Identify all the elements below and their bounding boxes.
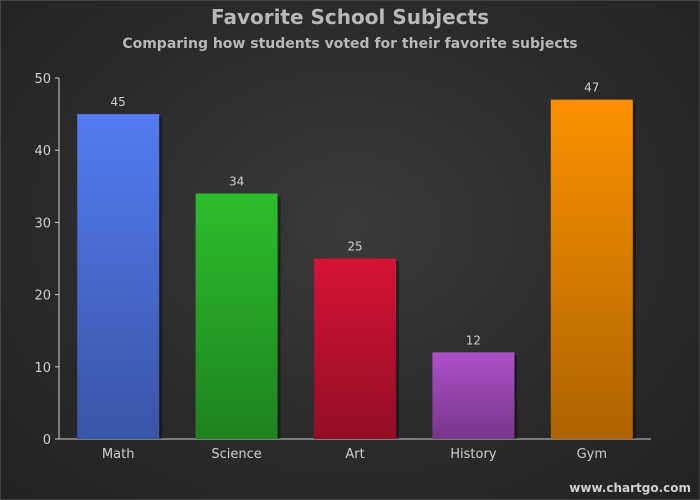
data-label: 45 <box>111 95 126 109</box>
data-label: 47 <box>584 81 599 95</box>
x-tick-label: Art <box>345 447 364 462</box>
bar-math <box>77 114 160 439</box>
chart-subtitle: Comparing how students voted for their f… <box>122 36 578 52</box>
x-tick-label: History <box>450 447 497 462</box>
bar-art <box>314 258 396 439</box>
data-label: 25 <box>347 240 362 254</box>
bar-gym <box>550 99 633 439</box>
x-tick-label: Gym <box>577 447 607 462</box>
x-tick-label: Science <box>211 447 261 462</box>
chart-title: Favorite School Subjects <box>210 5 490 29</box>
bar-history <box>432 352 515 439</box>
y-tick-label: 10 <box>34 361 51 376</box>
data-label: 12 <box>466 333 481 347</box>
watermark: www.chartgo.com <box>569 481 691 495</box>
data-label: 34 <box>229 175 244 189</box>
y-axis: 0 10 20 30 40 50 <box>34 72 60 448</box>
y-tick-label: 30 <box>34 216 51 231</box>
x-tick-label: Math <box>102 447 135 462</box>
bars <box>77 99 636 439</box>
bar-science <box>195 193 278 439</box>
y-tick-label: 0 <box>43 433 51 448</box>
y-tick-label: 20 <box>34 289 51 304</box>
data-labels: 45 34 25 12 47 <box>111 81 600 348</box>
y-tick-label: 50 <box>34 72 51 87</box>
y-tick-label: 40 <box>34 144 51 159</box>
x-axis: Math Science Art History Gym <box>59 438 651 462</box>
